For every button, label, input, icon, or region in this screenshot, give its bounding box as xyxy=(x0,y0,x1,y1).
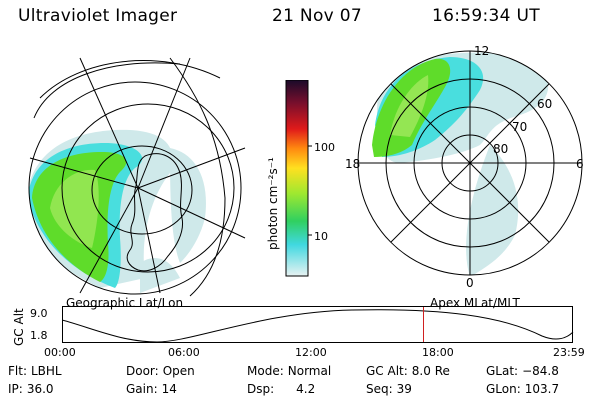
time-label: 16:59:34 UT xyxy=(432,6,540,26)
dsp-label: Dsp: xyxy=(247,382,275,396)
status-gcalt: GC Alt: 8.0 Re xyxy=(366,364,450,378)
geographic-map-panel xyxy=(20,38,250,302)
orbit-ytick-1.8: 1.8 xyxy=(30,329,48,342)
ip-label: IP: xyxy=(8,382,23,396)
orbit-xtick-0600: 06:00 xyxy=(168,346,200,359)
geographic-map xyxy=(28,57,246,297)
gain-value: 14 xyxy=(161,382,177,396)
status-gain: Gain: 14 xyxy=(126,382,177,396)
mlt-label-6: 6 xyxy=(576,157,584,171)
orbit-altitude-plot xyxy=(61,306,574,343)
colorbar-unit-label: photon cm⁻²s⁻¹ xyxy=(266,157,280,250)
door-label: Door: xyxy=(126,364,159,378)
mlt-label-0: 0 xyxy=(466,276,474,290)
orbit-panel xyxy=(61,306,574,348)
status-dsp: Dsp: 4.2 xyxy=(247,382,315,396)
glat-value: −84.8 xyxy=(522,364,559,378)
status-door: Door: Open xyxy=(126,364,195,378)
filter-label: Flt: xyxy=(8,364,27,378)
mlt-polar-panel xyxy=(340,45,600,294)
orbit-ylabel: GC Alt xyxy=(12,308,26,346)
status-seq: Seq: 39 xyxy=(366,382,412,396)
mlat-label-60: 60 xyxy=(537,97,553,111)
instrument-title: Ultraviolet Imager xyxy=(18,6,178,26)
status-mode: Mode: Normal xyxy=(247,364,331,378)
gain-label: Gain: xyxy=(126,382,158,396)
gcalt-label: GC Alt: xyxy=(366,364,408,378)
status-glon: GLon: 103.7 xyxy=(486,382,559,396)
seq-value: 39 xyxy=(396,382,412,396)
orbit-xtick-1200: 12:00 xyxy=(295,346,327,359)
mode-value: Normal xyxy=(287,364,332,378)
status-filter: Flt: LBHL xyxy=(8,364,62,378)
ip-value: 36.0 xyxy=(26,382,54,396)
mlt-polar-plot xyxy=(357,50,583,276)
glat-label: GLat: xyxy=(486,364,519,378)
orbit-xtick-1800: 18:00 xyxy=(422,346,454,359)
dsp-value: 4.2 xyxy=(296,382,316,396)
gcalt-value: 8.0 Re xyxy=(411,364,450,378)
status-ip: IP: 36.0 xyxy=(8,382,54,396)
status-glat: GLat: −84.8 xyxy=(486,364,559,378)
colorbar-tick-10: 10 xyxy=(314,230,328,243)
date-label: 21 Nov 07 xyxy=(272,6,362,26)
seq-label: Seq: xyxy=(366,382,393,396)
mlat-label-70: 70 xyxy=(512,120,528,134)
mlt-label-18: 18 xyxy=(345,157,361,171)
mode-label: Mode: xyxy=(247,364,284,378)
orbit-xtick-0000: 00:00 xyxy=(44,346,76,359)
colorbar xyxy=(285,79,312,277)
mlat-label-80: 80 xyxy=(493,142,509,156)
glon-value: 103.7 xyxy=(524,382,560,396)
colorbar-panel xyxy=(282,79,342,284)
colorbar-tick-100: 100 xyxy=(314,141,335,154)
glon-label: GLon: xyxy=(486,382,521,396)
door-value: Open xyxy=(162,364,195,378)
filter-value: LBHL xyxy=(30,364,62,378)
mlt-label-12: 12 xyxy=(474,44,490,58)
orbit-xtick-2359: 23:59 xyxy=(553,346,585,359)
orbit-ytick-9: 9.0 xyxy=(30,307,48,320)
